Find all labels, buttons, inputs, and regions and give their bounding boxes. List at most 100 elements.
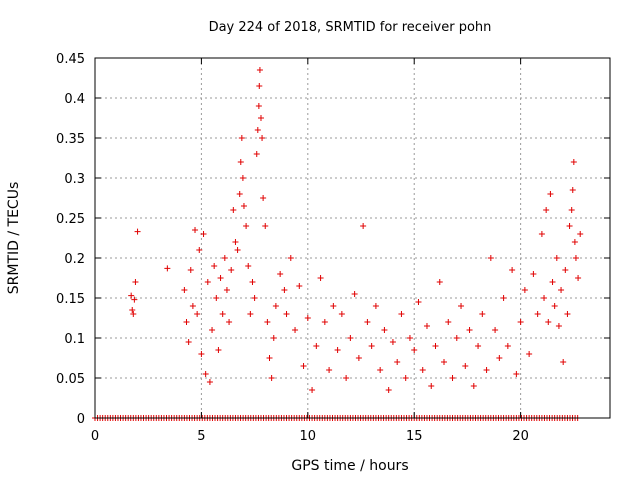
data-point bbox=[517, 319, 524, 325]
data-point bbox=[300, 363, 307, 369]
data-point bbox=[351, 291, 358, 297]
data-point bbox=[128, 292, 135, 299]
data-point bbox=[131, 296, 138, 303]
data-point bbox=[553, 255, 560, 261]
data-point bbox=[389, 339, 396, 345]
data-point bbox=[564, 311, 571, 317]
y-tick-label: 0.3 bbox=[64, 172, 85, 187]
data-point bbox=[419, 367, 426, 373]
data-point bbox=[377, 367, 384, 373]
data-point bbox=[281, 287, 288, 293]
x-tick-label: 15 bbox=[406, 429, 423, 444]
data-point bbox=[215, 347, 222, 353]
data-point bbox=[432, 343, 439, 349]
plot-frame bbox=[94, 57, 611, 419]
data-point bbox=[326, 367, 333, 373]
data-point bbox=[385, 387, 392, 393]
data-point bbox=[415, 299, 422, 305]
data-point bbox=[509, 267, 516, 273]
data-point bbox=[255, 103, 262, 109]
data-point bbox=[223, 287, 230, 293]
data-point bbox=[245, 263, 252, 269]
data-point bbox=[487, 255, 494, 261]
data-point bbox=[196, 247, 203, 253]
y-axis-label: SRMTID / TECUs bbox=[6, 182, 22, 295]
data-point bbox=[257, 115, 264, 121]
data-point bbox=[192, 227, 199, 233]
data-point bbox=[134, 228, 141, 235]
x-axis-label: GPS time / hours bbox=[291, 458, 408, 474]
data-point bbox=[402, 375, 409, 381]
data-point bbox=[381, 327, 388, 333]
data-point bbox=[187, 267, 194, 273]
y-tick-label: 0.15 bbox=[56, 292, 85, 307]
data-point bbox=[181, 287, 188, 293]
data-point bbox=[247, 311, 254, 317]
x-tick-label: 0 bbox=[91, 429, 99, 444]
data-point bbox=[232, 239, 239, 245]
chart-title: Day 224 of 2018, SRMTID for receiver poh… bbox=[209, 20, 492, 35]
data-point bbox=[209, 327, 216, 333]
data-point bbox=[296, 283, 303, 289]
data-point bbox=[458, 303, 465, 309]
data-point bbox=[262, 223, 269, 229]
data-point bbox=[253, 151, 260, 157]
data-point bbox=[571, 239, 578, 245]
data-point bbox=[462, 363, 469, 369]
data-point bbox=[238, 135, 245, 141]
data-point bbox=[256, 83, 263, 89]
data-point bbox=[453, 335, 460, 341]
data-point bbox=[541, 295, 548, 301]
data-point bbox=[368, 343, 375, 349]
y-tick-label: 0.1 bbox=[64, 332, 85, 347]
data-point bbox=[560, 359, 567, 365]
data-point bbox=[132, 279, 139, 285]
data-point bbox=[260, 195, 267, 201]
y-tick-label: 0 bbox=[77, 412, 85, 427]
data-point bbox=[500, 295, 507, 301]
data-point bbox=[568, 207, 575, 213]
data-point bbox=[259, 135, 266, 141]
data-point bbox=[277, 271, 284, 277]
data-point bbox=[217, 275, 224, 281]
data-point bbox=[266, 355, 273, 361]
data-point bbox=[202, 371, 209, 377]
data-point bbox=[551, 303, 558, 309]
y-tick-label: 0.4 bbox=[64, 92, 85, 107]
data-point bbox=[249, 279, 256, 285]
data-point bbox=[343, 375, 350, 381]
data-point bbox=[321, 319, 328, 325]
data-point bbox=[164, 265, 171, 272]
data-point bbox=[272, 303, 279, 309]
x-tick-label: 10 bbox=[300, 429, 317, 444]
data-point bbox=[521, 287, 528, 293]
data-point bbox=[545, 319, 552, 325]
data-point bbox=[268, 375, 275, 381]
data-point bbox=[538, 231, 545, 237]
data-point bbox=[570, 159, 577, 165]
data-point bbox=[475, 343, 482, 349]
y-tick-label: 0.2 bbox=[64, 252, 85, 267]
data-point bbox=[194, 311, 201, 317]
data-point bbox=[562, 267, 569, 273]
data-point bbox=[200, 231, 207, 237]
data-point bbox=[347, 335, 354, 341]
data-point bbox=[483, 367, 490, 373]
data-point bbox=[228, 267, 235, 273]
y-tick-label: 0.45 bbox=[56, 52, 85, 67]
data-point bbox=[411, 347, 418, 353]
data-point bbox=[479, 311, 486, 317]
data-point bbox=[292, 327, 299, 333]
data-point bbox=[549, 279, 556, 285]
data-point bbox=[185, 339, 192, 345]
data-point bbox=[317, 275, 324, 281]
data-point bbox=[334, 347, 341, 353]
data-point bbox=[360, 223, 367, 229]
data-point bbox=[270, 335, 277, 341]
data-point bbox=[428, 383, 435, 389]
data-point bbox=[423, 323, 430, 329]
data-point bbox=[237, 159, 244, 165]
data-point bbox=[355, 355, 362, 361]
data-point bbox=[204, 279, 211, 285]
